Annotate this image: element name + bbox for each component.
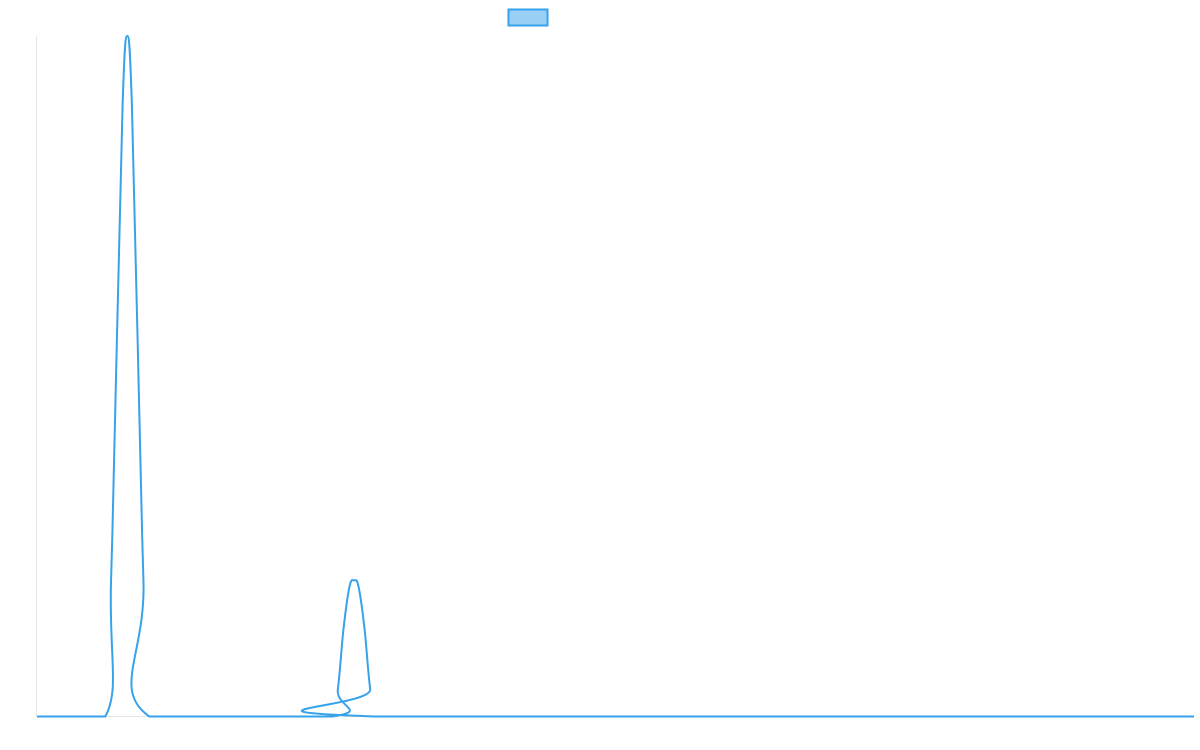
legend-swatch[interactable] <box>507 8 549 27</box>
series-layer <box>37 34 1194 718</box>
series-line-0 <box>37 34 1194 718</box>
